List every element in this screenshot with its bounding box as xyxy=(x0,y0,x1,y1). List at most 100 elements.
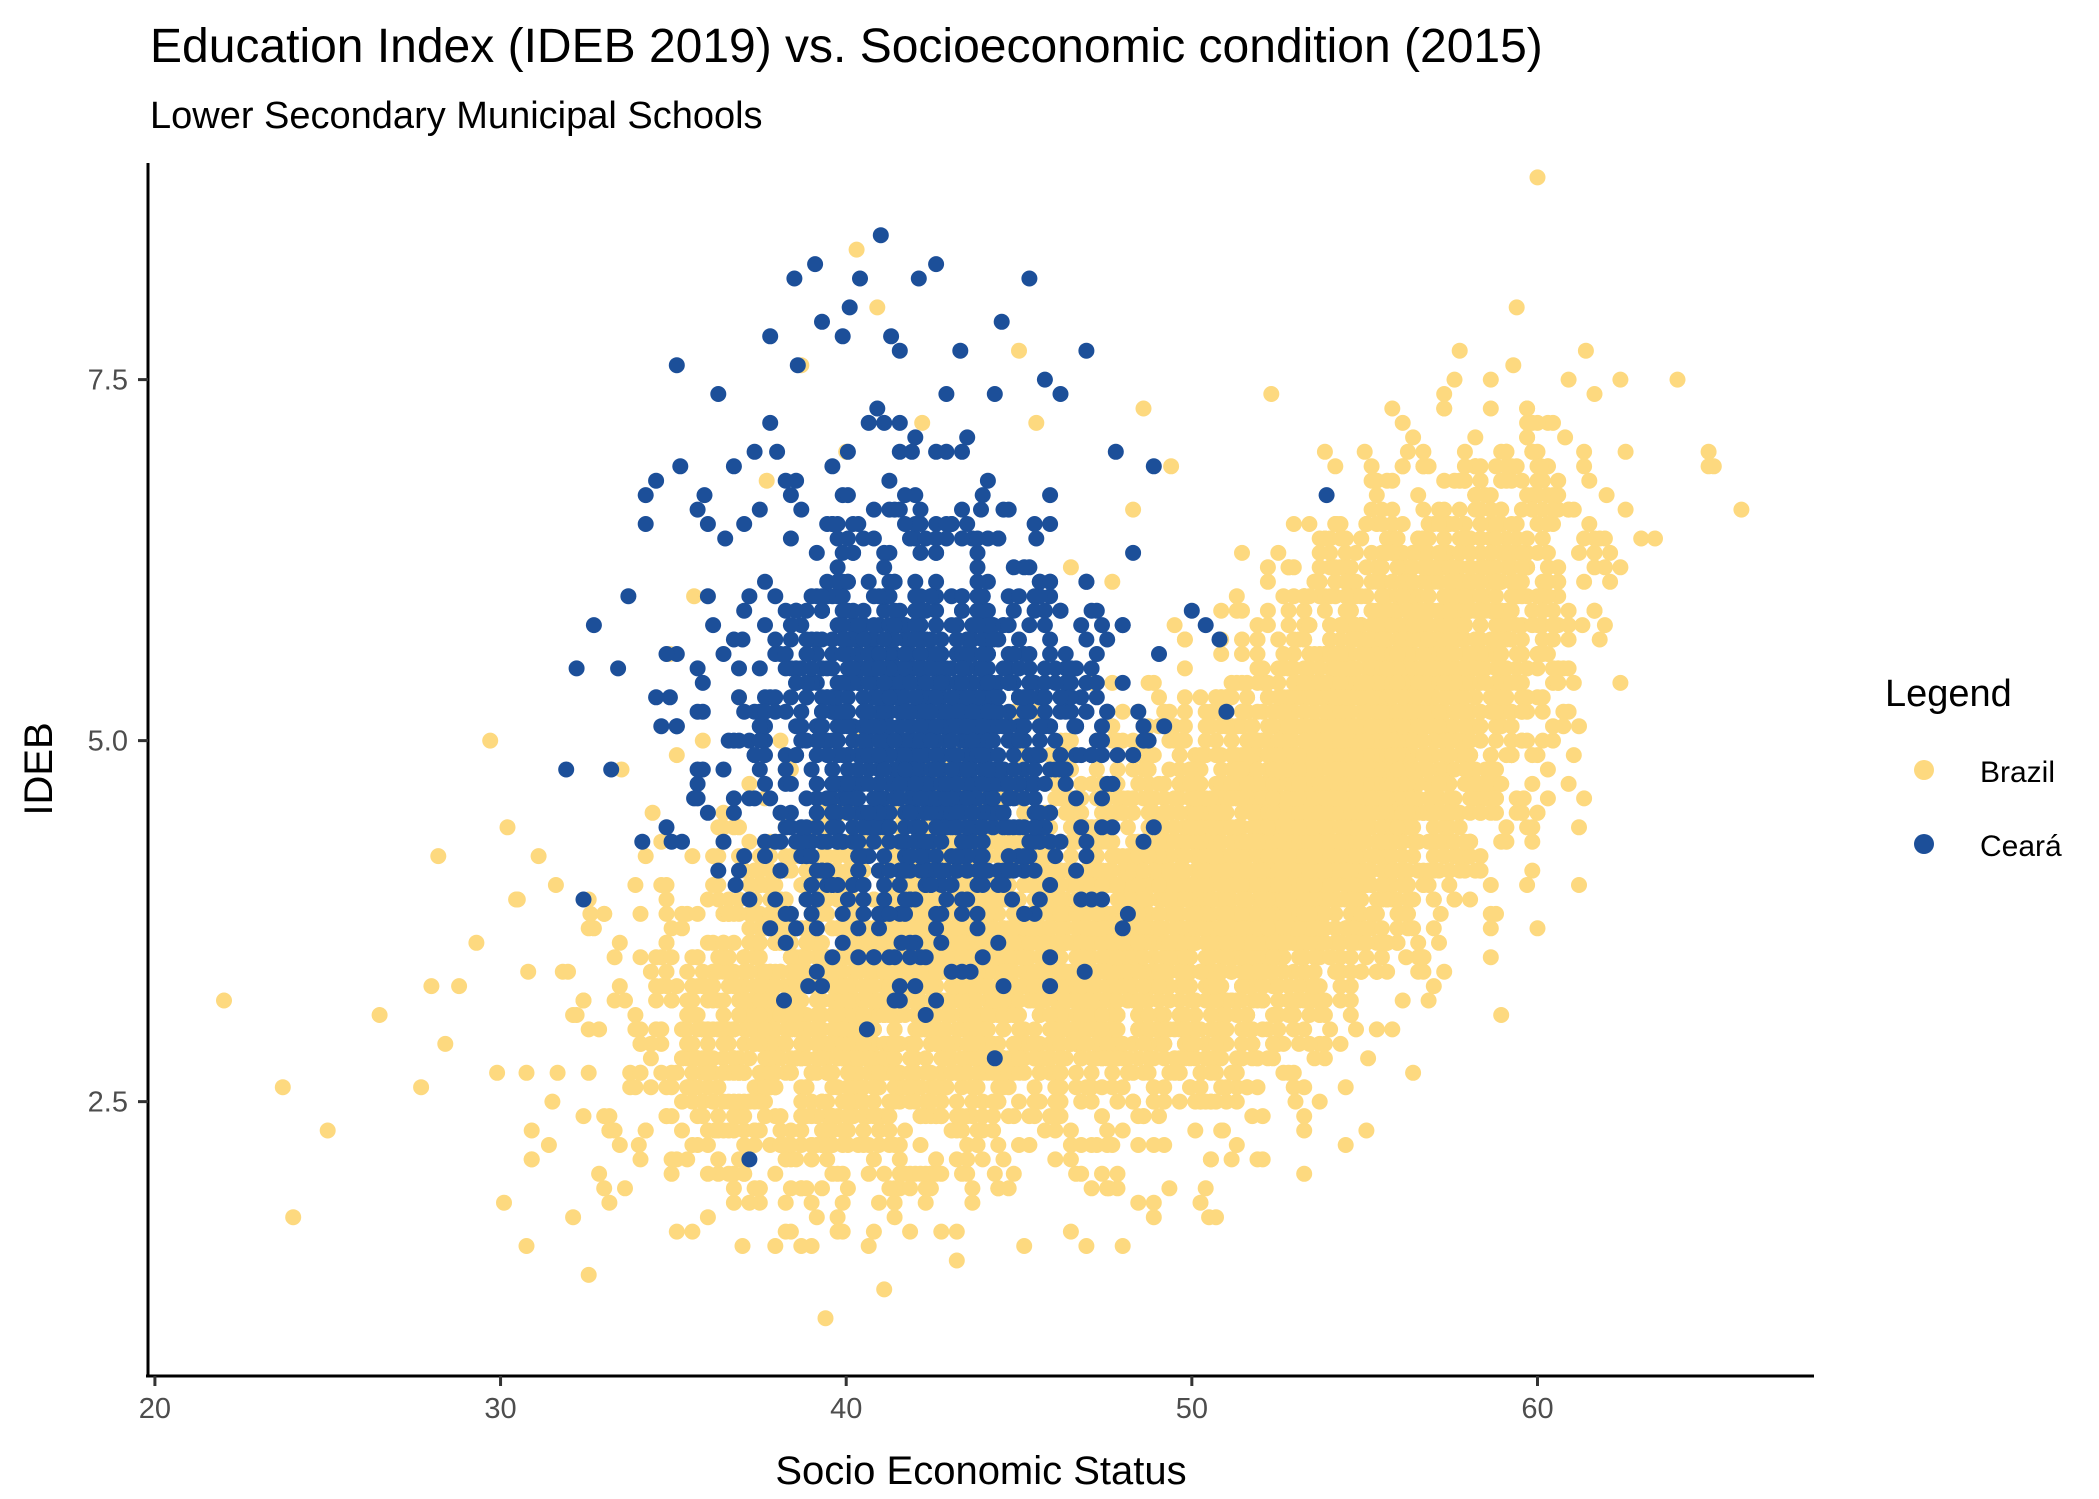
data-point-brazil xyxy=(1373,949,1390,966)
data-point-brazil xyxy=(1275,862,1292,879)
data-point-brazil xyxy=(1296,1079,1313,1096)
data-point-brazil xyxy=(1223,732,1240,749)
data-point-brazil xyxy=(1083,1180,1100,1197)
data-point-brazil xyxy=(829,1223,846,1240)
data-point-brazil xyxy=(1145,1194,1162,1211)
data-point-brazil xyxy=(1166,732,1183,749)
data-point-brazil xyxy=(1353,833,1370,850)
data-point-brazil xyxy=(1254,992,1271,1009)
data-point-brazil xyxy=(1176,891,1193,908)
data-point-brazil xyxy=(1441,747,1458,764)
data-point-brazil xyxy=(1291,819,1307,836)
data-points xyxy=(216,169,1750,1327)
data-point-brazil xyxy=(1462,848,1479,865)
data-point-brazil xyxy=(1234,1050,1250,1067)
data-point-brazil xyxy=(1073,1007,1090,1023)
data-point-brazil xyxy=(1316,934,1333,951)
data-point-brazil xyxy=(1529,169,1546,186)
data-point-brazil xyxy=(1296,1122,1313,1139)
data-point-brazil xyxy=(974,1151,991,1168)
data-point-brazil xyxy=(1083,1093,1100,1110)
data-point-brazil xyxy=(855,1122,872,1139)
data-point-brazil xyxy=(1254,891,1271,908)
data-point-brazil xyxy=(1239,775,1256,792)
data-point-brazil xyxy=(1187,905,1204,922)
data-point-brazil xyxy=(1446,371,1463,388)
data-point-brazil xyxy=(1539,516,1556,532)
data-point-brazil xyxy=(1052,1064,1069,1081)
data-point-brazil xyxy=(1099,1122,1116,1139)
data-point-brazil xyxy=(1285,1007,1302,1023)
data-point-brazil xyxy=(829,1209,846,1226)
data-point-brazil xyxy=(632,1151,649,1168)
data-point-brazil xyxy=(1524,775,1541,792)
data-point-brazil xyxy=(1166,819,1183,836)
data-point-brazil xyxy=(1270,833,1287,850)
data-point-brazil xyxy=(1482,371,1499,388)
data-point-brazil xyxy=(1462,891,1479,908)
data-point-brazil xyxy=(1301,1035,1318,1052)
data-point-brazil xyxy=(1436,963,1453,980)
data-point-brazil xyxy=(1016,949,1033,966)
data-point-brazil xyxy=(1145,1137,1162,1153)
data-point-brazil xyxy=(1482,949,1499,966)
data-point-brazil xyxy=(990,1137,1007,1153)
data-point-brazil xyxy=(1171,1050,1188,1067)
data-point-brazil xyxy=(1140,761,1157,778)
data-point-brazil xyxy=(1197,877,1214,893)
data-point-brazil xyxy=(1301,905,1318,922)
data-point-brazil xyxy=(1270,689,1287,706)
data-point-brazil xyxy=(1560,617,1577,634)
data-point-brazil xyxy=(1109,761,1126,778)
data-point-brazil xyxy=(741,1050,758,1067)
data-point-brazil xyxy=(948,1223,965,1240)
data-point-brazil xyxy=(1161,761,1178,778)
data-point-brazil xyxy=(1052,1093,1069,1110)
data-point-brazil xyxy=(1187,1050,1204,1067)
data-point-brazil xyxy=(814,1180,830,1197)
data-point-brazil xyxy=(1047,1079,1064,1096)
data-point-brazil xyxy=(1415,877,1432,893)
data-point-brazil xyxy=(689,1137,706,1153)
data-point-brazil xyxy=(1560,703,1577,720)
data-point-brazil xyxy=(1586,544,1603,561)
data-point-brazil xyxy=(1425,978,1442,995)
data-point-brazil xyxy=(1259,819,1276,836)
data-point-brazil xyxy=(1254,1108,1271,1125)
data-point-brazil xyxy=(1078,1238,1095,1254)
data-point-brazil xyxy=(1176,949,1193,966)
data-point-brazil xyxy=(1021,1108,1038,1125)
data-point-brazil xyxy=(1213,877,1230,893)
data-point-brazil xyxy=(1099,1137,1116,1153)
data-point-brazil xyxy=(1482,761,1499,778)
data-point-brazil xyxy=(1337,1137,1354,1153)
data-point-brazil xyxy=(1617,443,1634,460)
data-point-brazil xyxy=(1524,833,1541,850)
data-point-brazil xyxy=(1529,804,1546,821)
data-point-brazil xyxy=(1119,819,1136,836)
data-point-brazil xyxy=(1213,602,1230,619)
data-point-brazil xyxy=(1316,905,1333,922)
data-point-brazil xyxy=(1094,1021,1110,1038)
data-point-brazil xyxy=(1508,588,1525,605)
data-point-brazil xyxy=(1358,516,1375,532)
data-point-brazil xyxy=(1135,1035,1152,1052)
data-point-brazil xyxy=(1202,1151,1219,1168)
data-point-brazil xyxy=(1472,472,1489,489)
data-point-brazil xyxy=(1145,1093,1162,1110)
data-point-brazil xyxy=(1062,1151,1079,1168)
data-point-brazil xyxy=(1135,978,1152,995)
data-point-brazil xyxy=(1234,1021,1250,1038)
data-point-brazil xyxy=(1114,1035,1131,1052)
data-point-brazil xyxy=(1135,920,1152,937)
data-point-brazil xyxy=(1099,963,1116,980)
data-point-brazil xyxy=(1171,1093,1188,1110)
data-point-brazil xyxy=(1161,949,1178,966)
data-point-brazil xyxy=(1202,891,1219,908)
data-point-brazil xyxy=(1539,544,1556,561)
data-point-brazil xyxy=(1301,833,1318,850)
data-point-brazil xyxy=(1176,1007,1193,1023)
data-point-brazil xyxy=(860,1165,877,1182)
data-point-brazil xyxy=(1239,963,1256,980)
data-point-brazil xyxy=(1073,1165,1090,1182)
